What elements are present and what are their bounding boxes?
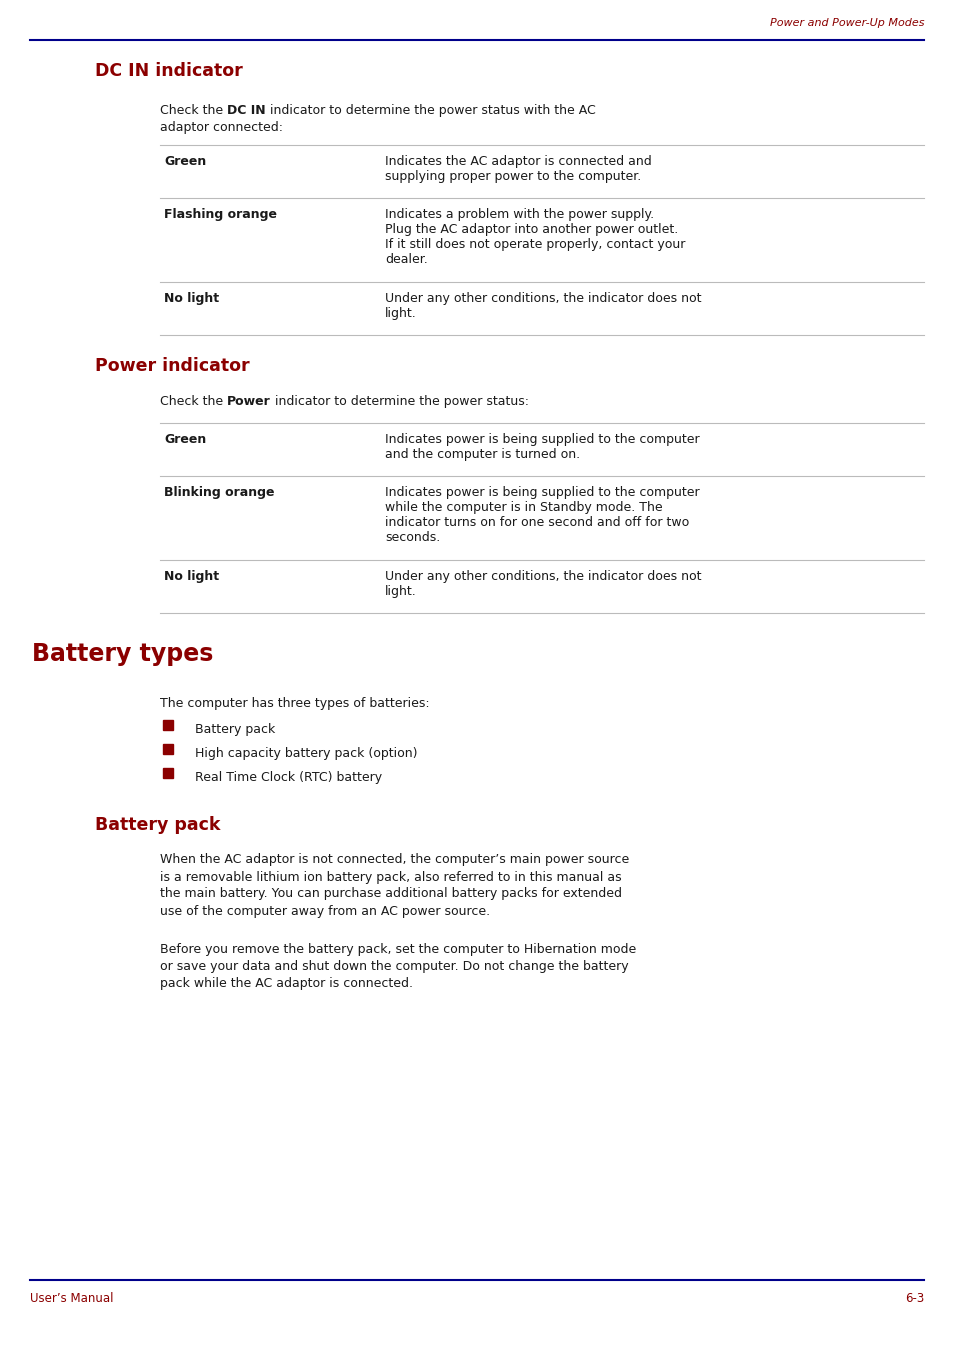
Text: The computer has three types of batteries:: The computer has three types of batterie…: [160, 698, 429, 711]
Text: Under any other conditions, the indicator does not
light.: Under any other conditions, the indicato…: [385, 292, 700, 320]
Text: Flashing orange: Flashing orange: [164, 208, 276, 220]
Bar: [163, 719, 172, 730]
Text: Power and Power-Up Modes: Power and Power-Up Modes: [769, 18, 923, 28]
Text: Indicates power is being supplied to the computer
and the computer is turned on.: Indicates power is being supplied to the…: [385, 433, 699, 461]
Text: Indicates a problem with the power supply.
Plug the AC adaptor into another powe: Indicates a problem with the power suppl…: [385, 208, 684, 266]
Text: Indicates power is being supplied to the computer
while the computer is in Stand: Indicates power is being supplied to the…: [385, 485, 699, 544]
Text: Check the: Check the: [160, 395, 227, 408]
Text: Green: Green: [164, 155, 206, 168]
Text: DC IN indicator: DC IN indicator: [95, 62, 242, 80]
Text: DC IN: DC IN: [227, 104, 266, 118]
Text: Battery pack: Battery pack: [194, 722, 275, 735]
Text: Before you remove the battery pack, set the computer to Hibernation mode
or save: Before you remove the battery pack, set …: [160, 944, 636, 991]
Text: Under any other conditions, the indicator does not
light.: Under any other conditions, the indicato…: [385, 569, 700, 598]
Text: High capacity battery pack (option): High capacity battery pack (option): [194, 746, 417, 760]
Text: No light: No light: [164, 292, 219, 306]
Text: When the AC adaptor is not connected, the computer’s main power source
is a remo: When the AC adaptor is not connected, th…: [160, 853, 629, 918]
Bar: [163, 768, 172, 777]
Text: Green: Green: [164, 433, 206, 446]
Text: Indicates the AC adaptor is connected and
supplying proper power to the computer: Indicates the AC adaptor is connected an…: [385, 155, 651, 183]
Text: indicator to determine the power status with the AC: indicator to determine the power status …: [266, 104, 595, 118]
Text: Battery pack: Battery pack: [95, 815, 220, 833]
Text: Blinking orange: Blinking orange: [164, 485, 274, 499]
Text: Power indicator: Power indicator: [95, 357, 250, 375]
Text: No light: No light: [164, 569, 219, 583]
Text: User’s Manual: User’s Manual: [30, 1293, 113, 1305]
Text: 6-3: 6-3: [903, 1293, 923, 1305]
Text: indicator to determine the power status:: indicator to determine the power status:: [271, 395, 528, 408]
Text: Power: Power: [227, 395, 271, 408]
Text: Real Time Clock (RTC) battery: Real Time Clock (RTC) battery: [194, 771, 382, 784]
Text: Check the: Check the: [160, 104, 227, 118]
Text: Battery types: Battery types: [32, 642, 213, 667]
Bar: [163, 744, 172, 753]
Text: adaptor connected:: adaptor connected:: [160, 120, 283, 134]
